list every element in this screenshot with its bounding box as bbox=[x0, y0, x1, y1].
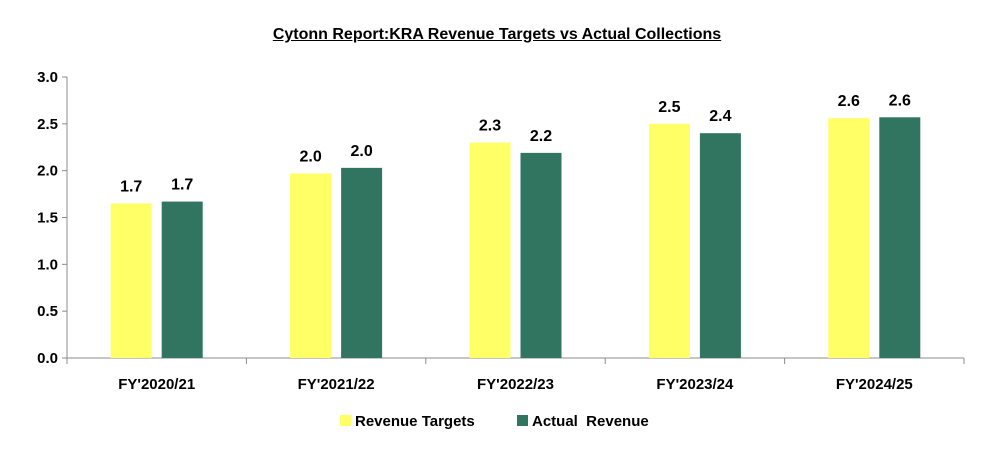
y-tick-label: 2.0 bbox=[37, 163, 58, 180]
bar-revenue-target bbox=[290, 173, 332, 358]
bar-revenue-target bbox=[110, 203, 152, 358]
x-tick-label: FY'2024/25 bbox=[836, 376, 913, 393]
data-label: 2.5 bbox=[658, 99, 680, 116]
data-label: 2.6 bbox=[889, 92, 911, 109]
bar-revenue-target bbox=[828, 118, 870, 358]
x-tick-label: FY'2021/22 bbox=[298, 376, 375, 393]
bar-actual-revenue bbox=[341, 167, 383, 358]
y-tick-label: 1.5 bbox=[37, 210, 58, 227]
data-label: 2.3 bbox=[479, 118, 501, 135]
x-axis: FY'2020/21 FY'2021/22 FY'2022/23 FY'2023/24… bbox=[66, 357, 965, 393]
chart-title: Cytonn Report:KRA Revenue Targets vs Act… bbox=[272, 26, 722, 43]
bar-actual-revenue bbox=[879, 117, 921, 358]
x-tick-label: FY'2022/23 bbox=[477, 376, 554, 393]
legend-swatch bbox=[517, 415, 528, 426]
x-tick-label: FY'2020/21 bbox=[118, 376, 195, 393]
y-tick-label: 1.0 bbox=[37, 256, 58, 273]
bar-revenue-target bbox=[469, 142, 511, 358]
data-label: 1.7 bbox=[120, 178, 142, 195]
data-labels: 1.7 2.0 2.3 2.5 2.6 1.7 2.0 2.2 2.4 2.6 bbox=[120, 92, 911, 195]
legend-swatch bbox=[340, 415, 351, 426]
data-label: 2.4 bbox=[709, 108, 731, 125]
bar-actual-revenue bbox=[520, 152, 562, 358]
bar-revenue-target bbox=[648, 123, 690, 358]
legend: Revenue Targets Actual Revenue bbox=[340, 413, 649, 430]
bar-actual-revenue bbox=[161, 201, 203, 358]
y-tick-label: 0.0 bbox=[37, 350, 58, 367]
data-label: 2.2 bbox=[530, 128, 552, 145]
data-label: 2.0 bbox=[299, 148, 321, 165]
y-axis: 0.0 0.5 1.0 1.5 2.0 2.5 3.0 bbox=[37, 69, 68, 367]
y-tick-label: 0.5 bbox=[37, 303, 58, 320]
bar-actual-revenue bbox=[699, 133, 741, 358]
data-label: 2.0 bbox=[350, 143, 372, 160]
data-label: 2.6 bbox=[838, 93, 860, 110]
data-label: 1.7 bbox=[171, 177, 193, 194]
legend-label: Actual Revenue bbox=[532, 413, 649, 430]
bars bbox=[110, 117, 921, 358]
y-tick-label: 3.0 bbox=[37, 69, 58, 86]
y-tick-label: 2.5 bbox=[37, 116, 58, 133]
legend-label: Revenue Targets bbox=[355, 413, 475, 430]
x-tick-label: FY'2023/24 bbox=[656, 376, 734, 393]
